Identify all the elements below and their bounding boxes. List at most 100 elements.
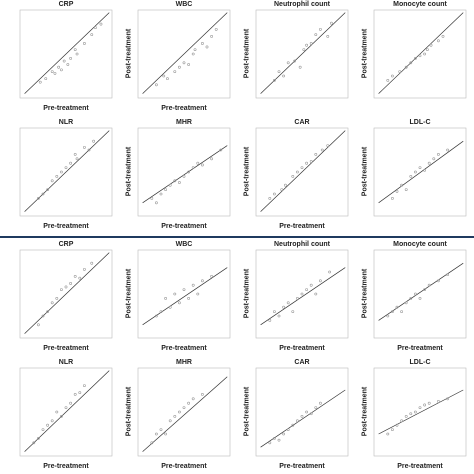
data-point: [286, 301, 290, 305]
data-point: [305, 161, 309, 165]
panel-title: Neutrophil count: [274, 241, 330, 248]
fit-line: [378, 389, 464, 435]
data-point: [69, 57, 73, 60]
data-point: [201, 279, 204, 283]
scatter-plot: [373, 9, 467, 99]
data-point: [92, 139, 96, 143]
y-axis-label: Post-treatment: [361, 146, 369, 197]
panel-title: MHR: [176, 359, 192, 366]
data-point: [386, 432, 390, 436]
data-point: [319, 27, 322, 31]
fit-line: [260, 12, 346, 94]
x-axis-label: Pre-treatment: [43, 463, 89, 470]
data-point: [395, 305, 399, 309]
data-point: [319, 279, 322, 283]
fit-line: [378, 140, 464, 204]
data-point: [277, 438, 281, 442]
data-point: [326, 35, 330, 38]
panel-title: LDL-C: [409, 119, 431, 126]
scatter-panel: NLR Pre-treatment: [0, 358, 118, 474]
x-axis-label: Pre-treatment: [43, 105, 89, 112]
data-point: [55, 175, 59, 178]
panel-title: Neutrophil count: [274, 1, 330, 8]
section-divider: [0, 236, 474, 238]
data-point: [66, 63, 70, 66]
data-point: [302, 48, 306, 52]
data-point: [60, 288, 63, 292]
data-point: [64, 406, 68, 410]
scatter-plot: [373, 249, 467, 339]
fit-line: [142, 376, 228, 452]
panel-title: NLR: [58, 119, 74, 126]
panel-title: NLR: [58, 359, 74, 366]
data-point: [437, 400, 440, 403]
data-point: [150, 197, 154, 200]
data-point: [55, 297, 59, 300]
data-point: [446, 397, 450, 401]
scatter-panel: Neutrophil count Post-treatment: [236, 0, 354, 116]
scatter-panel: NLR Pre-treatment: [0, 118, 118, 234]
data-point: [282, 305, 286, 309]
scatter-plot: [19, 249, 113, 339]
scatter-panel: WBC Pre-treatment Post-treatment: [118, 0, 236, 116]
data-point: [414, 292, 417, 296]
panel-title: CAR: [294, 119, 310, 126]
plot-frame: [255, 367, 349, 457]
data-point: [314, 153, 318, 156]
data-point: [44, 77, 48, 81]
data-point: [414, 57, 417, 60]
data-point: [182, 61, 186, 65]
plot-frame: [255, 249, 349, 339]
data-point: [73, 275, 77, 278]
data-point: [73, 153, 77, 156]
data-point: [214, 27, 218, 31]
data-point: [423, 52, 427, 56]
data-point: [90, 261, 94, 265]
plot-frame: [137, 127, 231, 217]
data-point: [386, 79, 390, 82]
data-point: [60, 170, 63, 174]
data-point: [164, 432, 168, 436]
panel-title: WBC: [175, 1, 193, 8]
data-point: [155, 201, 158, 205]
data-point: [173, 70, 177, 74]
scatter-panel: Neutrophil count Pre-treatment Post-treatm…: [236, 240, 354, 356]
data-point: [46, 423, 50, 427]
data-point: [191, 397, 195, 401]
data-point: [277, 314, 281, 318]
data-point: [38, 80, 42, 84]
data-point: [273, 310, 276, 314]
scatter-plot: [137, 9, 231, 99]
data-point: [46, 310, 50, 314]
data-point: [268, 441, 272, 445]
data-point: [300, 415, 304, 418]
data-point: [425, 48, 429, 52]
data-point: [328, 270, 332, 274]
data-point: [414, 170, 417, 174]
y-axis-label: Post-treatment: [125, 146, 133, 197]
y-axis-label: Post-treatment: [361, 386, 369, 437]
data-point: [37, 323, 40, 327]
data-point: [291, 310, 295, 314]
fit-line: [24, 12, 110, 94]
data-point: [404, 188, 408, 192]
scatter-plot: [19, 367, 113, 457]
data-point: [414, 410, 417, 414]
data-point: [210, 35, 214, 38]
data-point: [409, 61, 413, 65]
panel-title: WBC: [175, 241, 193, 248]
data-point: [69, 282, 73, 285]
plot-frame: [373, 249, 467, 339]
data-point: [437, 279, 440, 283]
data-point: [404, 301, 408, 305]
data-point: [32, 441, 36, 445]
data-point: [326, 144, 330, 148]
data-point: [427, 401, 431, 405]
fit-line: [142, 267, 228, 326]
data-point: [83, 267, 86, 271]
data-point: [69, 401, 73, 405]
data-point: [386, 314, 390, 318]
panel-title: MHR: [176, 119, 192, 126]
data-point: [201, 42, 204, 45]
scatter-panel: CRP Pre-treatment: [0, 240, 118, 356]
